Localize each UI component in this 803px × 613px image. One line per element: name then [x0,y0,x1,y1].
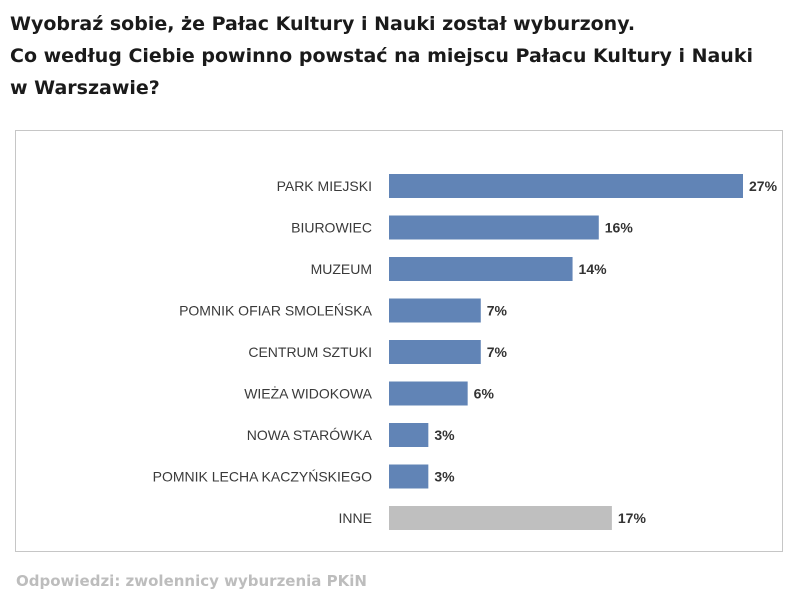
value-label: 17% [618,510,647,526]
bar-chart: PARK MIEJSKI 27% BIUROWIEC 16% MUZEUM 14% POMN… [153,174,778,530]
category-label: INNE [339,510,372,526]
bar [389,174,743,198]
value-label: 6% [474,386,495,402]
bar [389,215,599,240]
category-label: NOWA STARÓWKA [247,427,373,443]
value-label: 7% [487,344,508,360]
title-line-1: Wyobraź sobie, że Pałac Kultury i Nauki … [10,13,636,35]
bar [389,506,612,530]
chart-frame: PARK MIEJSKI 27% BIUROWIEC 16% MUZEUM 14% POMN… [15,130,783,552]
bar [389,381,468,406]
bar [389,257,573,281]
value-label: 3% [434,427,455,443]
title-line-2: Co według Ciebie powinno powstać na miej… [10,45,753,67]
value-label: 27% [749,178,778,194]
category-label: PARK MIEJSKI [277,178,372,194]
bar [389,340,481,364]
value-label: 16% [605,220,634,236]
bar [389,298,481,323]
category-label: BIUROWIEC [291,220,372,236]
value-label: 3% [434,469,455,485]
category-label: CENTRUM SZTUKI [248,344,372,360]
category-label: POMNIK OFIAR SMOLEŃSKA [179,303,373,319]
bar [389,464,429,489]
bar [389,423,429,447]
footnote: Odpowiedzi: zwolennicy wyburzenia PKiN [16,572,367,590]
category-label: MUZEUM [311,261,372,277]
category-label: POMNIK LECHA KACZYŃSKIEGO [153,469,372,485]
value-label: 14% [579,261,608,277]
value-label: 7% [487,303,508,319]
title-line-3: w Warszawie? [10,77,160,99]
chart-title: Wyobraź sobie, że Pałac Kultury i Nauki … [10,8,795,104]
category-label: WIEŻA WIDOKOWA [244,385,372,402]
